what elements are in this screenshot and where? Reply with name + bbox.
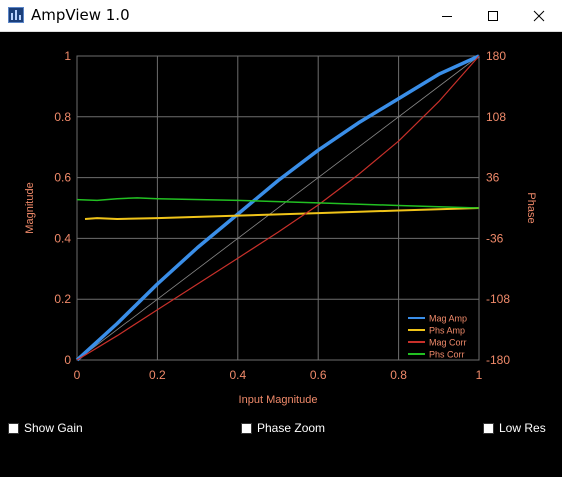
- show-gain-label: Show Gain: [24, 421, 83, 435]
- legend-label-phs-amp: Phs Amp: [429, 326, 465, 336]
- close-button[interactable]: [516, 0, 562, 31]
- x-tick-label: 0.4: [229, 368, 246, 382]
- y-tick-label: 1: [64, 49, 71, 63]
- low-res-box[interactable]: [483, 422, 494, 434]
- x-tick-label: 0: [74, 368, 81, 382]
- y-tick-label: 0.8: [54, 110, 71, 124]
- y2-tick-label: -36: [486, 231, 504, 245]
- show-gain-box[interactable]: [8, 422, 19, 434]
- series-line-phs-amp: [84, 207, 480, 220]
- phase-zoom-box[interactable]: [241, 422, 252, 434]
- x-tick-label: 0.6: [310, 368, 327, 382]
- x-tick-label: 0.2: [149, 368, 166, 382]
- y2-tick-label: -180: [486, 353, 510, 367]
- minimize-button[interactable]: [424, 0, 470, 31]
- close-icon: [533, 10, 545, 21]
- maximize-icon: [488, 10, 498, 21]
- x-tick-label: 1: [476, 368, 483, 382]
- x-axis-label: Input Magnitude: [239, 394, 318, 406]
- legend-label-mag-amp: Mag Amp: [429, 314, 467, 324]
- y-axis-label: Magnitude: [24, 182, 36, 233]
- legend-label-phs-corr: Phs Corr: [429, 350, 465, 360]
- amplitude-chart: 0 0.2 0.4 0.6 0.8 100.20.40.60.81-180-108-363…: [24, 49, 537, 406]
- legend-label-mag-corr: Mag Corr: [429, 338, 467, 348]
- y2-axis-label: Phase: [525, 192, 537, 223]
- show-gain-checkbox[interactable]: Show Gain: [8, 421, 83, 435]
- low-res-checkbox[interactable]: Low Res: [483, 421, 546, 435]
- y-tick-label: 0: [64, 353, 71, 367]
- y-tick-label: 0.6: [54, 171, 71, 185]
- y-tick-label: 0.4: [54, 231, 71, 245]
- y-tick-label: 0.2: [54, 292, 71, 306]
- phase-zoom-label: Phase Zoom: [257, 421, 326, 435]
- series-line-mag-amp: [75, 54, 480, 362]
- x-tick-label: 0.8: [390, 368, 407, 382]
- low-res-label: Low Res: [499, 421, 546, 435]
- title-bar[interactable]: AmpView 1.0: [0, 0, 562, 32]
- client-area: 0 0.2 0.4 0.6 0.8 1 0 0.2 0.4 0.6 0.8 1 -180 -108 -36 3…: [0, 32, 562, 477]
- maximize-button[interactable]: [470, 0, 516, 31]
- reference-diagonal: [76, 55, 480, 361]
- y2-tick-label: 36: [486, 171, 500, 185]
- y2-tick-label: 108: [486, 110, 506, 124]
- series-line-mag-corr: [76, 55, 480, 361]
- minimize-icon: [442, 15, 452, 17]
- y2-tick-label: -108: [486, 292, 510, 306]
- window-title: AmpView 1.0: [31, 6, 130, 24]
- app-icon: [8, 7, 24, 28]
- series-line-phs-corr: [76, 197, 480, 209]
- y2-tick-label: 180: [486, 49, 506, 63]
- phase-zoom-checkbox[interactable]: Phase Zoom: [241, 421, 325, 435]
